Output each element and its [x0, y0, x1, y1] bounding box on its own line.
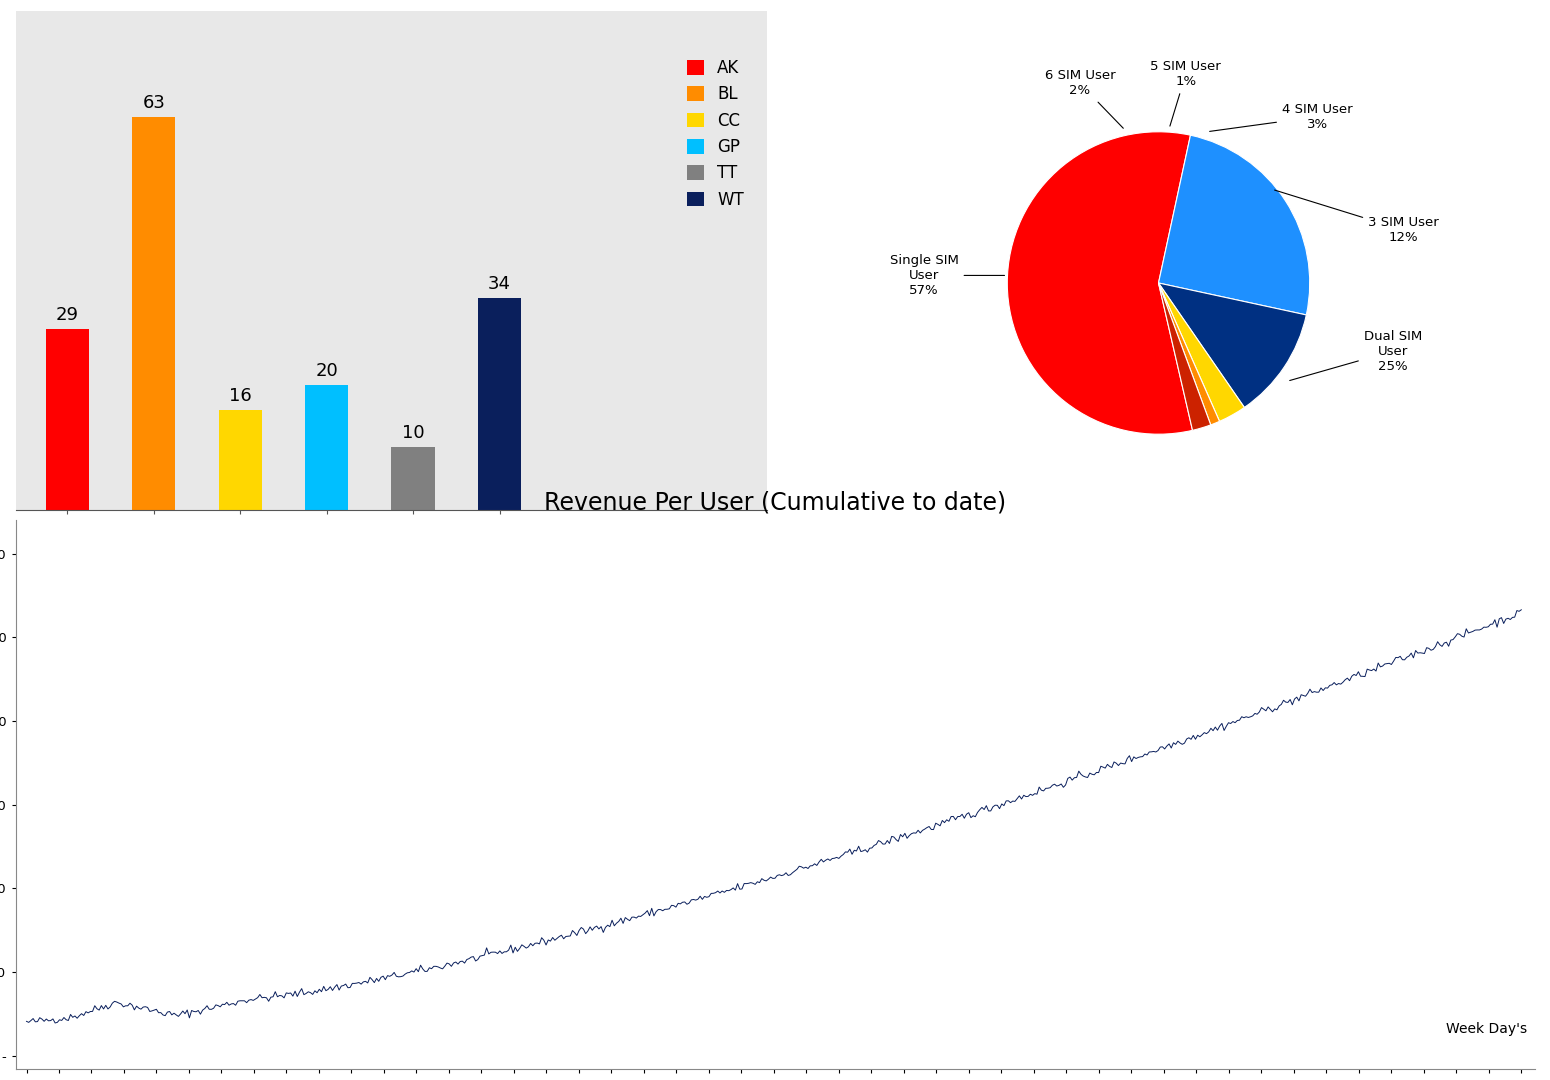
Text: 6 SIM User
2%: 6 SIM User 2% — [1045, 69, 1124, 129]
Wedge shape — [1158, 135, 1310, 315]
Text: 4 SIM User
3%: 4 SIM User 3% — [1209, 103, 1353, 132]
Bar — [132, 117, 175, 510]
Wedge shape — [1158, 283, 1220, 424]
Wedge shape — [1158, 283, 1307, 407]
Wedge shape — [1158, 283, 1245, 421]
Wedge shape — [1158, 283, 1211, 430]
Bar — [477, 298, 521, 510]
Text: 63: 63 — [143, 94, 166, 112]
Title: Revenue Per User (Cumulative to date): Revenue Per User (Cumulative to date) — [544, 490, 1006, 514]
Wedge shape — [1008, 132, 1192, 434]
Text: 34: 34 — [488, 274, 512, 293]
Bar — [305, 386, 349, 510]
Text: 16: 16 — [229, 387, 251, 405]
Text: 29: 29 — [56, 306, 79, 324]
Text: 10: 10 — [401, 424, 425, 443]
Bar — [219, 410, 262, 510]
Text: Dual SIM
User
25%: Dual SIM User 25% — [1290, 329, 1421, 380]
Text: 3 SIM User
12%: 3 SIM User 12% — [1274, 190, 1438, 244]
Text: Single SIM
User
57%: Single SIM User 57% — [890, 254, 1004, 297]
Text: 20: 20 — [315, 362, 338, 380]
Legend: AK, BL, CC, GP, TT, WT: AK, BL, CC, GP, TT, WT — [687, 59, 744, 208]
Bar — [392, 447, 434, 510]
Text: 5 SIM User
1%: 5 SIM User 1% — [1150, 60, 1221, 126]
Bar — [46, 329, 88, 510]
Text: Week Day's: Week Day's — [1446, 1023, 1527, 1037]
